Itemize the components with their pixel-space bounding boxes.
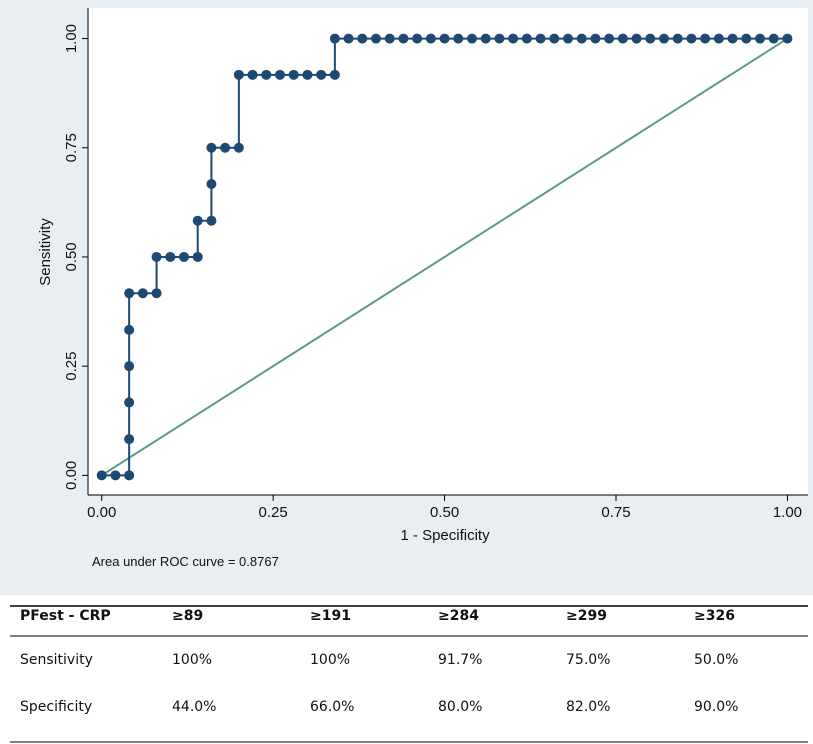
y-tick-label: 1.00 <box>63 24 80 53</box>
point <box>96 470 107 481</box>
table-cell: 80.0% <box>438 699 482 715</box>
table-cell: Specificity <box>20 699 92 715</box>
point <box>782 33 793 44</box>
x-tick-label: 0.25 <box>259 504 288 521</box>
point <box>645 33 656 44</box>
point <box>261 69 272 80</box>
point <box>329 33 340 44</box>
point <box>727 33 738 44</box>
point <box>686 33 697 44</box>
point <box>521 33 532 44</box>
point <box>590 33 601 44</box>
point <box>700 33 711 44</box>
point <box>755 33 765 44</box>
table-cell: 82.0% <box>566 699 610 715</box>
table-header: ≥89 <box>172 608 203 624</box>
y-tick-label: 0.00 <box>63 461 80 490</box>
table-cell: 75.0% <box>566 652 610 668</box>
table-cell: 44.0% <box>172 699 216 715</box>
point <box>151 288 162 299</box>
x-axis-label: 1 - Specificity <box>400 527 490 544</box>
point <box>659 33 669 44</box>
point <box>576 33 587 44</box>
table-header: ≥326 <box>694 608 735 624</box>
point <box>480 33 491 44</box>
point <box>371 33 381 44</box>
point <box>220 142 231 153</box>
table-cell: 100% <box>310 652 350 668</box>
point <box>713 33 724 44</box>
point <box>124 470 135 481</box>
point <box>329 69 340 80</box>
point <box>741 33 752 44</box>
point <box>151 251 162 262</box>
point <box>508 33 519 44</box>
point <box>768 33 779 44</box>
x-tick-label: 0.50 <box>430 504 459 521</box>
point <box>206 142 217 153</box>
point <box>233 142 244 153</box>
table-header: ≥191 <box>310 608 351 624</box>
y-tick-label: 0.25 <box>63 352 80 381</box>
point <box>247 69 258 80</box>
point <box>535 33 546 44</box>
y-axis-label: Sensitivity <box>37 218 54 286</box>
point <box>124 434 135 445</box>
point <box>384 33 395 44</box>
point <box>233 69 244 80</box>
point <box>302 69 313 80</box>
point <box>124 288 135 299</box>
point <box>425 33 436 44</box>
point <box>439 33 450 44</box>
point <box>604 33 615 44</box>
point <box>192 215 203 226</box>
point <box>316 69 327 80</box>
table-header: PFest - CRP <box>20 608 111 624</box>
y-tick-label: 0.50 <box>63 242 80 271</box>
table-header: ≥299 <box>566 608 607 624</box>
point <box>617 33 628 44</box>
y-tick-label: 0.75 <box>63 133 80 162</box>
table-cell: 50.0% <box>694 652 738 668</box>
point <box>398 33 409 44</box>
point <box>192 251 203 262</box>
reference-line <box>101 37 788 477</box>
point <box>137 288 148 299</box>
point <box>275 69 285 80</box>
point <box>412 33 423 44</box>
table-cell: 90.0% <box>694 699 738 715</box>
table-cell: Sensitivity <box>20 652 93 668</box>
point <box>343 33 354 44</box>
point <box>110 470 121 481</box>
point <box>453 33 464 44</box>
x-tick-label: 0.00 <box>87 504 116 521</box>
point <box>672 33 683 44</box>
table-cell: 66.0% <box>310 699 354 715</box>
x-tick-label: 1.00 <box>773 504 802 521</box>
point <box>467 33 477 44</box>
point <box>124 324 135 335</box>
table-cell: 100% <box>172 652 212 668</box>
annotation: Area under ROC curve = 0.8767 <box>92 554 279 569</box>
point <box>494 33 505 44</box>
point <box>563 33 573 44</box>
table-cell: 91.7% <box>438 652 482 668</box>
point <box>206 215 217 226</box>
point <box>206 179 217 190</box>
table-header: ≥284 <box>438 608 479 624</box>
point <box>165 251 176 262</box>
plot-area <box>88 8 808 495</box>
point <box>549 33 560 44</box>
point <box>631 33 642 44</box>
point <box>179 251 189 262</box>
point <box>124 361 135 372</box>
x-tick-label: 0.75 <box>601 504 630 521</box>
point <box>288 69 299 80</box>
point <box>357 33 368 44</box>
point <box>124 397 135 408</box>
